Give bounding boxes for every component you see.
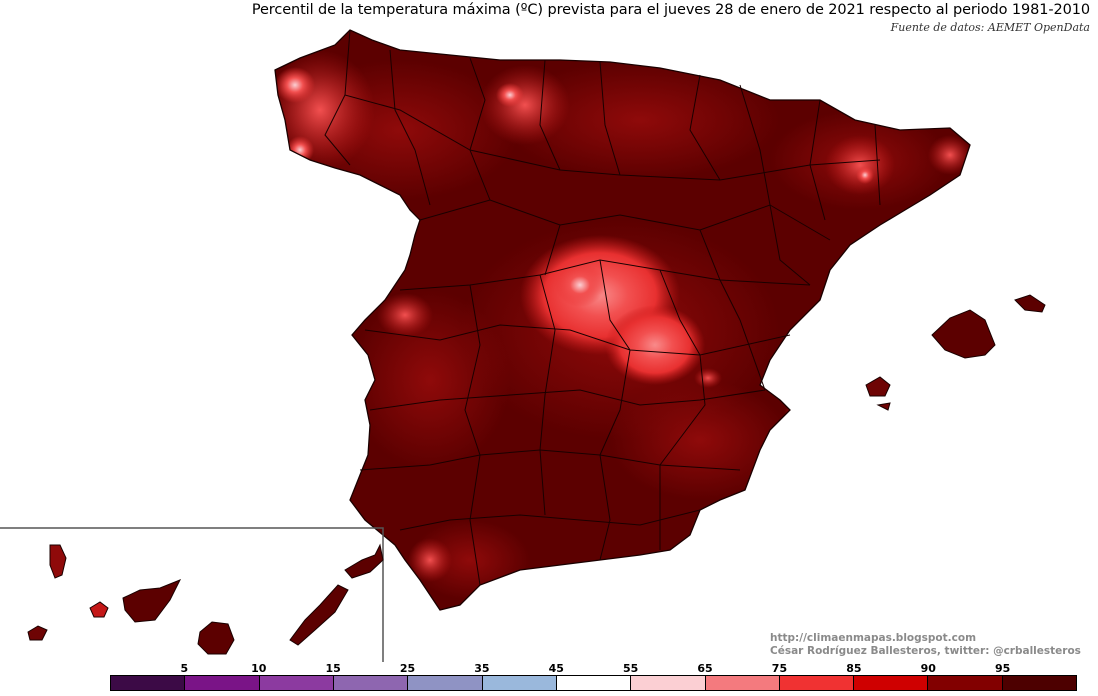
legend-ticks: 5 10 15 25 35 45 55 65 75 85 90 95: [110, 662, 1077, 675]
credits: http://climaenmapas.blogspot.com César R…: [770, 632, 1081, 658]
legend-tick-label: 10: [251, 662, 267, 675]
island-la-gomera: [89, 601, 109, 618]
legend-swatch: [1002, 676, 1077, 690]
legend-swatch: [854, 676, 929, 690]
legend-swatch: [408, 676, 483, 690]
peninsula: [274, 29, 971, 611]
legend-tick-label: 5: [180, 662, 189, 675]
canary-islands: [27, 543, 384, 655]
legend-swatch: [631, 676, 706, 690]
credits-url[interactable]: http://climaenmapas.blogspot.com: [770, 632, 977, 644]
island-formentera: [876, 402, 891, 411]
legend-swatch: [111, 676, 186, 690]
legend-tick-label: 45: [548, 662, 564, 675]
legend-swatch: [185, 676, 260, 690]
island-el-hierro: [27, 625, 48, 641]
legend-colorbar: [110, 675, 1077, 691]
canary-inset-frame: [0, 527, 384, 662]
legend-tick-label: 65: [697, 662, 713, 675]
credits-author: César Rodríguez Ballesteros, twitter: @c…: [770, 645, 1081, 657]
island-gran-canaria: [197, 621, 235, 655]
legend-tick-label: 75: [771, 662, 788, 675]
island-lanzarote: [344, 543, 384, 579]
balearic-islands: [865, 294, 1046, 411]
island-menorca: [1014, 294, 1046, 313]
legend-tick-label: 95: [994, 662, 1011, 675]
legend-swatch: [928, 676, 1003, 690]
legend-tick-label: 25: [399, 662, 416, 675]
legend-tick-label: 90: [920, 662, 936, 675]
legend-swatch: [779, 676, 855, 690]
island-tenerife: [122, 579, 182, 623]
island-la-palma: [49, 544, 67, 579]
legend-swatch: [333, 676, 409, 690]
legend-tick-label: 15: [325, 662, 341, 675]
map-title: Percentil de la temperatura máxima (ºC) …: [251, 2, 1090, 18]
legend-swatch: [705, 676, 780, 690]
island-ibiza: [865, 376, 891, 397]
legend-tick-label: 35: [474, 662, 490, 675]
legend-tick-label: 85: [846, 662, 862, 675]
legend-swatch: [556, 676, 632, 690]
legend-swatch: [259, 676, 334, 690]
legend-tick-label: 55: [623, 662, 639, 675]
legend-swatch: [482, 676, 557, 690]
island-mallorca: [931, 309, 996, 359]
island-fuerteventura: [289, 584, 349, 646]
data-source: Fuente de datos: AEMET OpenData: [890, 21, 1090, 34]
